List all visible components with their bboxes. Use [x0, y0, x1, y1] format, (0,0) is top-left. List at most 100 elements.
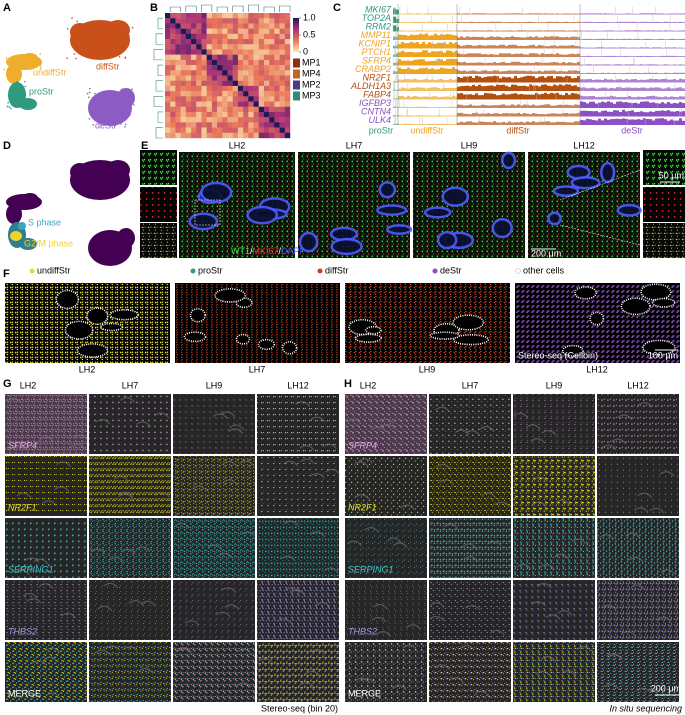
- expression-track: [508, 37, 511, 40]
- heatmap-cell: [170, 91, 176, 97]
- heatmap-cell: [274, 101, 280, 107]
- expression-track: [472, 21, 475, 23]
- tissue-texture: [154, 412, 170, 419]
- heatmap-cell: [237, 70, 244, 76]
- expression-track: [393, 62, 396, 66]
- expression-track: [446, 68, 449, 74]
- heatmap-cell: [185, 44, 192, 50]
- heatmap-cell: [206, 132, 213, 139]
- sample-label: LH12: [287, 380, 309, 390]
- expression-track: [457, 77, 460, 83]
- heatmap-cell: [185, 101, 192, 107]
- expression-track: [538, 44, 541, 49]
- other-cells: [651, 297, 676, 308]
- expression-track: [404, 79, 407, 83]
- heatmap-cell: [243, 70, 249, 76]
- expression-track: [625, 55, 628, 57]
- sample-label: LH2: [360, 380, 377, 390]
- expression-track: [425, 50, 428, 57]
- expression-track: [505, 122, 508, 125]
- platform-label: Stereo-seq (Cellbin): [518, 350, 598, 360]
- expression-track: [437, 123, 440, 125]
- expression-track: [658, 118, 661, 125]
- heatmap-cell: [258, 96, 265, 102]
- expression-track: [622, 80, 625, 83]
- expression-track: [601, 110, 604, 117]
- expression-track: [628, 64, 631, 66]
- expression-track: [598, 118, 601, 125]
- expression-track: [526, 37, 529, 40]
- expression-track: [463, 45, 466, 49]
- expression-track: [592, 30, 595, 32]
- heatmap-cell: [180, 132, 187, 139]
- heatmap-cell: [222, 44, 228, 50]
- heatmap-cell: [211, 23, 218, 29]
- expression-track: [589, 30, 592, 32]
- heatmap-cell: [253, 59, 259, 66]
- heatmap-cell: [279, 33, 285, 40]
- tissue-texture: [299, 458, 315, 465]
- expression-track: [667, 13, 670, 15]
- sample-label: LH2: [20, 380, 37, 390]
- expression-track: [655, 110, 658, 117]
- expression-track: [463, 70, 466, 74]
- heatmap-cell: [165, 85, 171, 92]
- tissue-texture: [95, 419, 111, 425]
- expression-track: [655, 118, 658, 125]
- expression-track: [475, 22, 478, 23]
- expression-track: [634, 112, 637, 117]
- expression-track: [466, 62, 469, 66]
- other-cells: [452, 314, 485, 331]
- heatmap-cell: [243, 28, 249, 35]
- expression-track: [455, 106, 458, 108]
- heatmap-cell: [253, 28, 259, 35]
- heatmap-cell: [175, 70, 181, 76]
- expression-track: [398, 34, 401, 40]
- expression-track: [628, 119, 631, 125]
- heatmap-cell: [248, 23, 254, 29]
- expression-track: [652, 95, 655, 100]
- tissue-texture: [240, 531, 256, 537]
- dendrogram: [248, 4, 260, 12]
- heatmap-cell: [165, 106, 171, 113]
- expression-track: [493, 86, 496, 91]
- expression-track: [619, 64, 622, 66]
- heatmap-cell: [237, 132, 244, 139]
- expression-track: [622, 30, 625, 32]
- heatmap-cell: [248, 13, 254, 19]
- expression-track: [437, 51, 440, 57]
- expression-track: [679, 47, 682, 49]
- tissue-texture: [324, 567, 339, 573]
- expression-track: [428, 21, 431, 23]
- expression-track: [446, 106, 449, 108]
- expression-track: [559, 22, 562, 23]
- expression-track: [511, 113, 514, 117]
- heatmap-cell: [232, 127, 239, 133]
- expression-track: [457, 112, 460, 117]
- expression-track: [592, 119, 595, 125]
- expression-track: [556, 76, 559, 83]
- expression-track: [607, 38, 610, 40]
- heatmap-cell: [175, 54, 181, 61]
- expression-track: [505, 105, 508, 108]
- heatmap-cell: [263, 70, 270, 76]
- expression-track: [568, 76, 571, 83]
- tissue-texture: [239, 460, 255, 466]
- expression-track: [523, 54, 526, 57]
- expression-track: [413, 42, 416, 49]
- expression-track: [571, 30, 574, 32]
- expression-track: [398, 13, 401, 15]
- heatmap-cell: [232, 39, 239, 45]
- expression-track: [616, 38, 619, 40]
- expression-track: [452, 87, 455, 91]
- heatmap-cell: [258, 117, 265, 123]
- expression-track: [449, 22, 452, 23]
- heatmap-cell: [180, 101, 187, 107]
- expression-track: [679, 87, 682, 91]
- expression-track: [514, 93, 517, 100]
- tissue-texture: [309, 531, 325, 537]
- heatmap-cell: [170, 54, 176, 61]
- heatmap-cell: [165, 59, 171, 66]
- heatmap-cell: [206, 23, 213, 29]
- expression-track: [634, 21, 637, 23]
